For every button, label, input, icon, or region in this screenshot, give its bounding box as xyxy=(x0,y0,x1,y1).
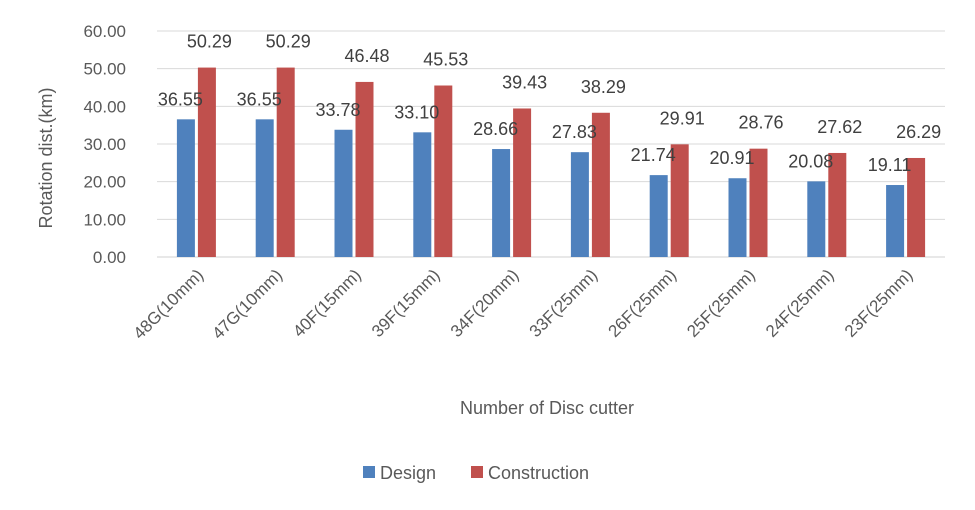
bar-design xyxy=(649,175,668,257)
bar-construction xyxy=(828,152,847,257)
x-axis-ticks: 48G(10mm) 47G(10mm) 40F(15mm) 39F(15mm) 34F(… xyxy=(130,265,917,343)
x-tick-label: 40F(15mm) xyxy=(289,265,365,341)
legend-swatch-construction xyxy=(471,466,483,478)
data-label-design: 33.78 xyxy=(315,100,360,120)
bar-design xyxy=(807,181,826,257)
y-tick-label: 30.00 xyxy=(83,135,126,154)
bar-construction xyxy=(355,81,374,258)
data-label-design: 28.66 xyxy=(473,119,518,139)
data-label-construction: 29.91 xyxy=(660,108,705,128)
bar-design xyxy=(728,178,747,257)
bar-design xyxy=(255,119,274,257)
data-label-construction: 39.43 xyxy=(502,72,547,92)
bar-design xyxy=(176,119,195,257)
legend-label-construction: Construction xyxy=(488,463,589,483)
legend-swatch-design xyxy=(363,466,375,478)
y-tick-label: 50.00 xyxy=(83,60,126,79)
data-label-design: 19.11 xyxy=(868,155,912,175)
y-tick-label: 60.00 xyxy=(83,22,126,41)
x-tick-label: 26F(25mm) xyxy=(604,265,680,341)
y-tick-label: 10.00 xyxy=(83,210,126,229)
data-label-design: 33.10 xyxy=(394,102,439,122)
bar-design xyxy=(413,132,432,257)
bar-construction xyxy=(434,85,453,258)
legend-label-design: Design xyxy=(380,463,436,483)
data-label-construction: 26.29 xyxy=(896,122,941,142)
x-tick-label: 24F(25mm) xyxy=(762,265,838,341)
bars xyxy=(176,67,926,258)
y-tick-label: 20.00 xyxy=(83,173,126,192)
data-label-design: 36.55 xyxy=(237,89,282,109)
x-axis-title: Number of Disc cutter xyxy=(460,398,634,418)
bar-construction xyxy=(670,144,689,257)
data-label-construction: 45.53 xyxy=(423,50,468,70)
y-axis-ticks: 0.00 10.00 20.00 30.00 40.00 50.00 60.00 xyxy=(83,22,126,267)
bar-design xyxy=(570,152,589,257)
gridlines xyxy=(157,30,945,258)
data-label-design: 21.74 xyxy=(631,145,676,165)
x-tick-label: 39F(15mm) xyxy=(368,265,444,341)
bar-construction xyxy=(907,157,926,257)
data-label-construction: 46.48 xyxy=(344,46,389,66)
data-label-construction: 27.62 xyxy=(817,117,862,137)
data-label-design: 20.91 xyxy=(709,148,754,168)
data-label-design: 27.83 xyxy=(552,122,597,142)
bar-construction xyxy=(197,67,216,257)
data-label-construction: 50.29 xyxy=(187,32,232,52)
x-tick-label: 48G(10mm) xyxy=(130,265,208,343)
data-label-construction: 28.76 xyxy=(738,113,783,133)
data-labels: 36.55 50.29 36.55 50.29 33.78 46.48 33.10 45.53… xyxy=(158,32,941,175)
x-tick-label: 33F(25mm) xyxy=(526,265,602,341)
legend: Design Construction xyxy=(363,463,589,483)
bar-construction xyxy=(749,148,768,257)
bar-design xyxy=(492,149,511,257)
data-label-construction: 38.29 xyxy=(581,77,626,97)
data-label-design: 20.08 xyxy=(788,151,833,171)
data-label-design: 36.55 xyxy=(158,89,203,109)
bar-construction xyxy=(276,67,295,257)
data-label-construction: 50.29 xyxy=(266,32,311,52)
x-tick-label: 47G(10mm) xyxy=(208,265,286,343)
y-tick-label: 40.00 xyxy=(83,97,126,116)
bar-construction xyxy=(591,112,610,258)
x-tick-label: 34F(20mm) xyxy=(447,265,523,341)
bar-construction xyxy=(513,108,532,257)
bar-design xyxy=(334,129,353,257)
bar-design xyxy=(886,185,905,257)
y-tick-label: 0.00 xyxy=(93,248,126,267)
x-tick-label: 23F(25mm) xyxy=(841,265,917,341)
y-axis-title: Rotation dist.(km) xyxy=(36,87,56,228)
x-tick-label: 25F(25mm) xyxy=(683,265,759,341)
